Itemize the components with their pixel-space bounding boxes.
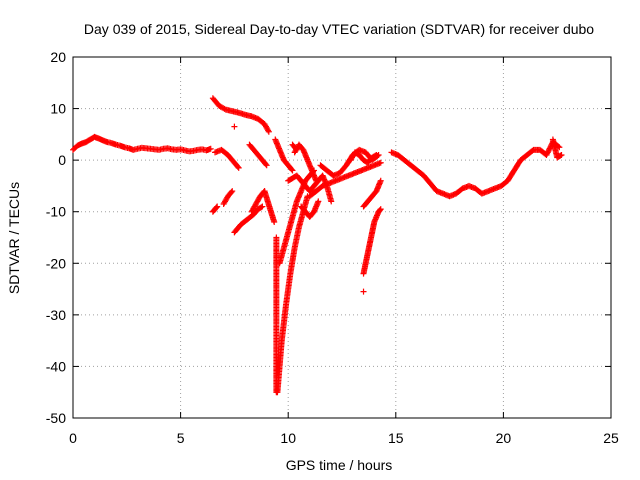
data-point [234, 163, 241, 170]
data-point [288, 166, 295, 173]
data-point [214, 203, 221, 210]
series-arc-10.6-steep [298, 198, 322, 220]
data-point [315, 198, 322, 205]
data-point [289, 167, 296, 174]
axis-ticks [72, 56, 612, 419]
chart-title: Day 039 of 2015, Sidereal Day-to-day VTE… [84, 21, 594, 37]
y-tick-label: -20 [46, 255, 66, 271]
x-tick-label: 25 [603, 430, 619, 446]
data-point [262, 161, 269, 168]
series-arc-11.5 [306, 159, 384, 200]
series-arc-10.0 [272, 136, 296, 174]
data-point [292, 145, 299, 152]
data-point [229, 188, 236, 195]
series-arc-9.5-rise [274, 193, 311, 396]
data-point [259, 203, 266, 210]
data-point [360, 288, 367, 295]
data-point [271, 219, 278, 226]
data-point [207, 145, 214, 152]
data-point [258, 204, 265, 211]
x-axis-label: GPS time / hours [286, 457, 393, 473]
data-point [265, 127, 272, 134]
data-point [265, 128, 272, 135]
x-tick-label: 15 [388, 430, 404, 446]
plot-frame [72, 56, 612, 419]
data-point [231, 123, 238, 130]
y-tick-label: 10 [50, 101, 66, 117]
series-arc-6.5 [209, 95, 272, 135]
y-tick-label: -10 [46, 204, 66, 220]
data-point [328, 198, 335, 205]
data-point [372, 152, 379, 159]
y-tick-label: -40 [46, 358, 66, 374]
series-arc-6.6-low [212, 146, 242, 171]
x-tick-label: 0 [69, 430, 77, 446]
series-arc-13.3-top [347, 149, 380, 166]
series-spike-9.4 [273, 234, 280, 396]
y-axis-label: SDTVAR / TECUs [6, 182, 22, 294]
series-arc-13.5-fall [360, 206, 384, 277]
data-point [213, 204, 220, 211]
series-arc-8.9 [261, 188, 278, 226]
x-tick-labels: 0 5 10 15 20 25 [69, 430, 619, 446]
x-tick-label: 10 [280, 430, 296, 446]
y-tick-label: 20 [50, 49, 66, 65]
x-tick-label: 20 [496, 430, 512, 446]
series-arc-6.5-neg [209, 203, 221, 215]
series-single-13.5 [360, 288, 367, 295]
grid-lines [73, 57, 611, 418]
data-point [293, 146, 300, 153]
data-point [373, 151, 380, 158]
series-arc-10.4-top [289, 141, 300, 153]
data-point [263, 162, 270, 169]
series-arc-9.6-rise [276, 167, 318, 267]
data-point [377, 159, 384, 166]
data-point [228, 189, 235, 196]
data-point [377, 206, 384, 213]
data-points [70, 95, 565, 396]
series-arc-8.2 [246, 141, 270, 169]
y-tick-labels: -50 -40 -30 -20 -10 0 10 20 [46, 49, 66, 426]
data-point [557, 152, 564, 159]
series-arc-7.0-neg [220, 188, 236, 207]
y-tick-label: 0 [58, 152, 66, 168]
data-point [377, 177, 384, 184]
y-tick-label: -30 [46, 307, 66, 323]
x-tick-label: 5 [177, 430, 185, 446]
series-baseline-early [70, 133, 214, 155]
series-single-7.5 [231, 123, 238, 130]
data-point [558, 151, 565, 158]
series-arc-22.5 [549, 136, 565, 161]
data-point [235, 164, 242, 171]
y-tick-label: -50 [46, 410, 66, 426]
data-point [377, 206, 384, 213]
series-arc-13.5-mid [360, 177, 384, 210]
